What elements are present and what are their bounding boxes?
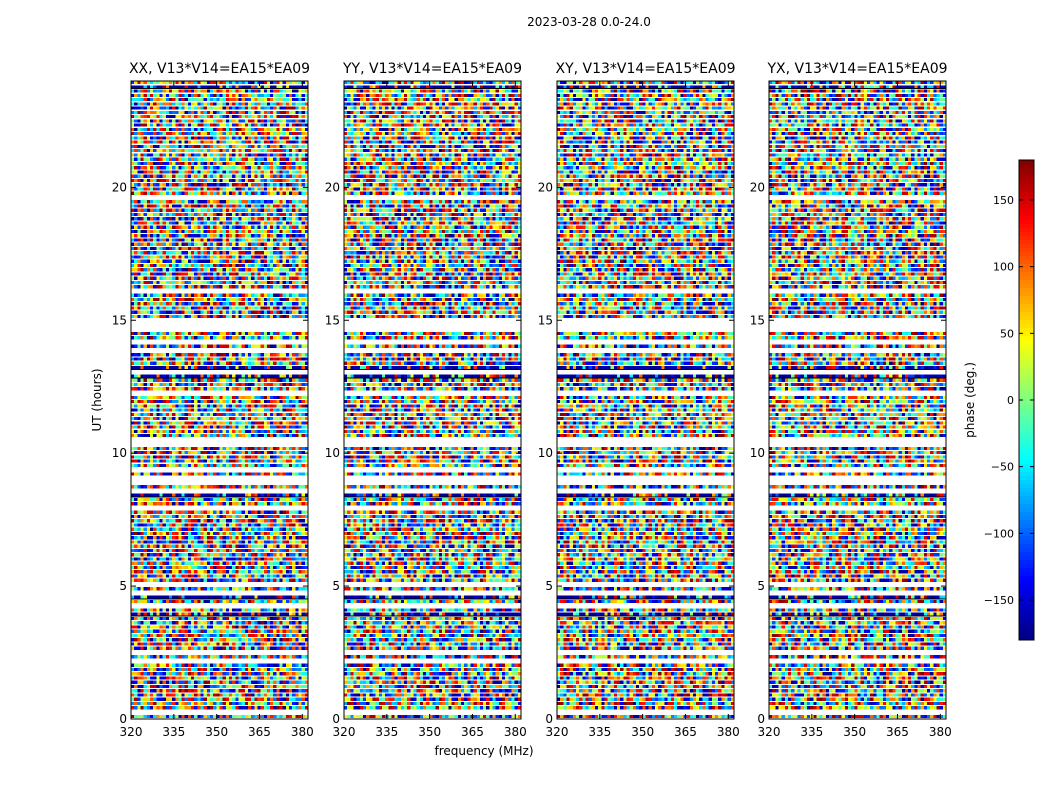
- y-tick-label: 5: [119, 579, 127, 593]
- x-tick-label: 350: [418, 725, 441, 739]
- y-tick-label: 10: [750, 446, 765, 460]
- x-tick-label: 380: [291, 725, 314, 739]
- x-tick-label: 335: [588, 725, 611, 739]
- x-tick-label: 335: [375, 725, 398, 739]
- panel-frame: [343, 80, 522, 720]
- panel-title: XX, V13*V14=EA15*EA09: [129, 61, 310, 77]
- y-tick-label: 0: [545, 712, 553, 726]
- colorbar-label: phase (deg.): [963, 362, 977, 438]
- x-tick-label: 350: [843, 725, 866, 739]
- x-tick-label: 365: [248, 725, 271, 739]
- y-tick-label: 5: [332, 579, 340, 593]
- colorbar: 150 100 50 0 −50 −100 −150: [984, 159, 1035, 641]
- x-tick-label: 380: [717, 725, 740, 739]
- heatmap-cells: [557, 81, 735, 718]
- colorbar-tick-label: 0: [1007, 394, 1014, 407]
- panel-2: YY, V13*V14=EA15*EA09 320 335 350 365 380 0 5 10…: [325, 61, 527, 739]
- colorbar-tick-label: −50: [991, 461, 1014, 474]
- y-tick-label: 5: [757, 579, 765, 593]
- panel-1: XX, V13*V14=EA15*EA09 320 335 350 365 380 0 5 10…: [112, 61, 314, 739]
- x-tick-label: 380: [929, 725, 952, 739]
- colorbar-tick-label: 150: [993, 194, 1014, 207]
- colorbar-tick-label: 50: [1000, 327, 1014, 340]
- panel-frame: [768, 80, 947, 720]
- y-tick-label: 20: [538, 180, 553, 194]
- figure-suptitle: 2023-03-28 0.0-24.0: [527, 15, 651, 29]
- colorbar-tick-label: −150: [984, 594, 1014, 607]
- x-tick-label: 350: [631, 725, 654, 739]
- y-tick-label: 15: [538, 313, 553, 327]
- colorbar-tick-label: −100: [984, 527, 1014, 540]
- x-tick-label: 365: [674, 725, 697, 739]
- panel-frame: [130, 80, 309, 720]
- y-tick-label: 15: [750, 313, 765, 327]
- x-tick-label: 335: [162, 725, 185, 739]
- x-tick-label: 320: [333, 725, 356, 739]
- x-tick-label: 320: [546, 725, 569, 739]
- heatmap-panels: XX, V13*V14=EA15*EA09 320 335 350 365 380 0 5 10…: [112, 61, 952, 739]
- panel-frame: [556, 80, 735, 720]
- colorbar-tick-label: 100: [993, 261, 1014, 274]
- x-axis-label: frequency (MHz): [434, 744, 533, 758]
- y-tick-label: 20: [112, 180, 127, 194]
- x-tick-label: 380: [504, 725, 527, 739]
- x-tick-label: 350: [205, 725, 228, 739]
- panel-4: YX, V13*V14=EA15*EA09 320 335 350 365 380 0 5 10…: [750, 61, 952, 739]
- y-axis-label: UT (hours): [90, 368, 104, 431]
- x-tick-label: 365: [461, 725, 484, 739]
- y-tick-label: 0: [119, 712, 127, 726]
- heatmap-cells: [344, 81, 522, 718]
- y-tick-label: 10: [112, 446, 127, 460]
- colorbar-gradient: [1019, 160, 1034, 641]
- y-tick-label: 10: [325, 446, 340, 460]
- y-tick-label: 15: [112, 313, 127, 327]
- panel-title: XY, V13*V14=EA15*EA09: [555, 61, 735, 77]
- y-tick-label: 0: [332, 712, 340, 726]
- y-tick-label: 20: [750, 180, 765, 194]
- x-tick-label: 365: [886, 725, 909, 739]
- panel-title: YX, V13*V14=EA15*EA09: [766, 61, 947, 77]
- x-tick-label: 320: [758, 725, 781, 739]
- x-tick-label: 320: [120, 725, 143, 739]
- y-tick-label: 10: [538, 446, 553, 460]
- heatmap-cells: [769, 81, 947, 718]
- x-tick-label: 335: [800, 725, 823, 739]
- heatmap-cells: [131, 81, 309, 718]
- y-tick-label: 15: [325, 313, 340, 327]
- panel-title: YY, V13*V14=EA15*EA09: [342, 61, 522, 77]
- y-tick-label: 0: [757, 712, 765, 726]
- y-tick-label: 20: [325, 180, 340, 194]
- panel-3: XY, V13*V14=EA15*EA09 320 335 350 365 380 0 5 10…: [538, 61, 740, 739]
- y-tick-label: 5: [545, 579, 553, 593]
